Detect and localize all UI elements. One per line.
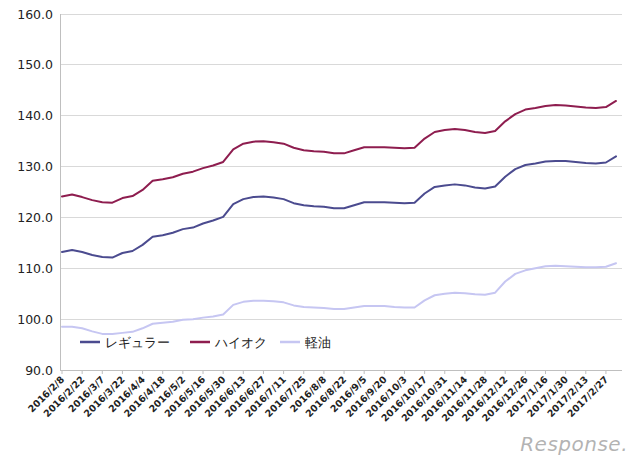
legend-label: ハイオク [214, 335, 267, 350]
legend-swatch [280, 341, 300, 344]
legend-swatch [190, 341, 210, 344]
x-tick [223, 370, 224, 374]
series-line [62, 156, 616, 257]
x-tick [162, 370, 163, 374]
x-tick [142, 370, 143, 374]
x-tick-label: 2017/2/27 [565, 374, 610, 419]
x-tick [303, 370, 304, 374]
x-tick [62, 370, 63, 374]
x-tick [545, 370, 546, 374]
source-watermark: Response. [520, 432, 628, 456]
x-tick [424, 370, 425, 374]
x-tick [485, 370, 486, 374]
y-tick-label: 100.0 [17, 312, 53, 327]
x-tick [404, 370, 405, 374]
grid-line [60, 319, 622, 320]
x-tick [525, 370, 526, 374]
chart: 90.0 100.0 110.0 120.0 130.0 140.0 150.0 160.0 2… [0, 0, 640, 461]
x-tick [364, 370, 365, 374]
x-tick [323, 370, 324, 374]
legend: レギュラー ハイオク 軽油 [80, 335, 331, 350]
y-tick-label: 140.0 [17, 108, 53, 123]
y-tick-label: 90.0 [25, 363, 53, 378]
x-tick [344, 370, 345, 374]
x-tick [182, 370, 183, 374]
y-axis [60, 14, 61, 370]
x-tick [585, 370, 586, 374]
x-tick [505, 370, 506, 374]
x-tick [605, 370, 606, 374]
series-line [62, 101, 616, 203]
y-grid [60, 14, 622, 370]
grid-line [60, 370, 622, 371]
y-tick-label: 110.0 [17, 261, 53, 276]
x-axis [60, 370, 622, 371]
x-tick [283, 370, 284, 374]
lines [62, 101, 616, 334]
x-tick [122, 370, 123, 374]
grid-line [60, 64, 622, 65]
x-tick [444, 370, 445, 374]
y-tick-label: 120.0 [17, 210, 53, 225]
x-tick [102, 370, 103, 374]
grid-line [60, 14, 622, 15]
series-line [62, 263, 616, 334]
legend-label: レギュラー [105, 335, 170, 350]
y-tick-label: 130.0 [17, 159, 53, 174]
x-tick [243, 370, 244, 374]
grid-line [60, 115, 622, 116]
y-tick-label: 150.0 [17, 57, 53, 72]
x-tick [565, 370, 566, 374]
y-tick-label: 160.0 [17, 7, 53, 22]
grid-line [60, 217, 622, 218]
x-tick [464, 370, 465, 374]
legend-swatch [80, 341, 100, 344]
legend-label: 軽油 [305, 335, 331, 350]
x-tick [263, 370, 264, 374]
x-tick [384, 370, 385, 374]
grid-line [60, 166, 622, 167]
x-tick [203, 370, 204, 374]
x-tick [82, 370, 83, 374]
